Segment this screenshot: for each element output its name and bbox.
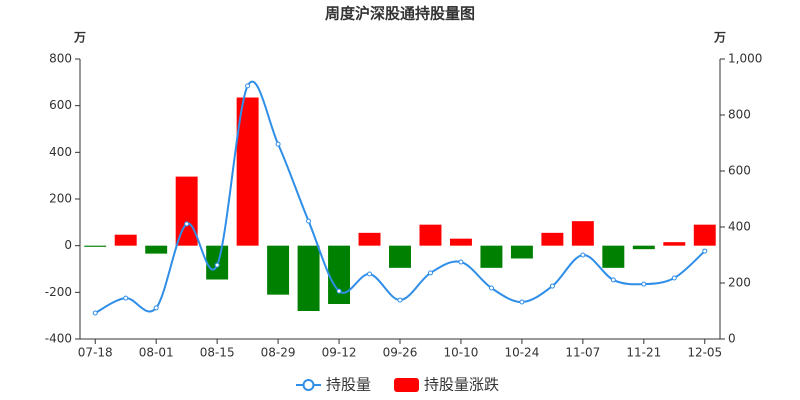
y2-unit: 万 [713,31,726,45]
y-unit: 万 [73,31,86,45]
x-tick-label: 09-12 [322,346,357,360]
line-point [671,275,677,281]
legend-label: 持股量涨跌 [424,376,499,394]
line-point [580,252,586,258]
x-tick-label: 10-10 [444,346,479,360]
x-tick-label: 08-15 [200,346,235,360]
line-point [610,277,616,283]
x-tick-label: 07-18 [78,346,113,360]
line-point [488,285,494,291]
y2-tick-label: 200 [728,276,751,290]
line-point [641,281,647,287]
bar [267,245,290,295]
line-point [275,141,281,147]
y2-tick-label: 0 [728,332,736,346]
y-tick-label: 600 [49,98,72,112]
legend-point [302,379,315,391]
line-point [367,271,373,277]
y2-tick-label: 800 [728,108,751,122]
y-tick-label: 200 [49,192,72,206]
bar [693,224,716,246]
line-point [458,259,464,265]
bar [541,232,564,246]
line-point [549,283,555,289]
x-tick-label: 09-26 [383,346,418,360]
bar [602,245,625,268]
bar [449,238,472,246]
y-tick-label: -200 [45,285,72,299]
x-tick-label: 12-05 [687,346,722,360]
legend-label: 持股量 [326,376,371,394]
bar [145,245,168,254]
line-point [397,297,403,303]
line-point [519,299,525,305]
bar [389,245,411,268]
x-tick-label: 08-01 [139,346,174,360]
bar [328,245,351,304]
bar [510,245,533,259]
line-point [123,295,129,301]
line-point [427,270,433,276]
line-point [245,83,251,89]
y2-tick-label: 600 [728,164,751,178]
x-tick-label: 08-29 [261,346,296,360]
x-tick-label: 10-24 [504,346,539,360]
line-point [306,218,312,224]
y-tick-label: 0 [64,238,72,252]
line-point [153,305,159,311]
bar [175,176,198,246]
line-point [214,262,220,268]
bar [297,245,320,311]
x-tick-label: 11-07 [565,346,600,360]
line-point [702,248,708,254]
y-tick-label: 400 [49,145,72,159]
bar [480,245,503,268]
bar [84,245,107,247]
line-point [92,310,98,316]
bar [419,224,442,246]
y-tick-label: -400 [45,332,72,346]
y-tick-label: 800 [49,52,72,66]
bar [358,232,381,246]
bar [663,242,686,246]
bar [114,234,137,246]
chart-title: 周度沪深股通持股量图 [325,5,475,23]
bar [236,97,259,246]
y2-tick-label: 1,000 [728,52,762,66]
bar [632,245,655,250]
y2-tick-label: 400 [728,220,751,234]
line-point [336,288,342,294]
bar [571,221,594,246]
legend-swatch [394,378,419,392]
x-tick-label: 11-21 [626,346,661,360]
line-point [184,221,190,227]
